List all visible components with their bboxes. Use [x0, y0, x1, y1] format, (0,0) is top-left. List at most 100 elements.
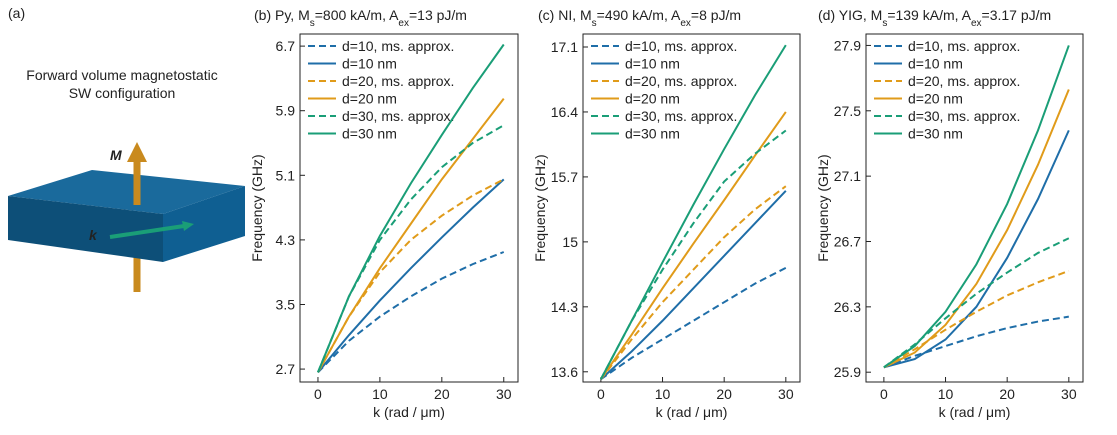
y-tick-label: 16.4 — [551, 104, 578, 120]
series-line — [317, 97, 505, 373]
x-tick-label: 30 — [778, 386, 794, 402]
legend-label: d=30, ms. approx. — [908, 108, 1020, 124]
title-part: =3.17 pJ/m — [982, 7, 1052, 23]
x-tick-label: 0 — [314, 386, 322, 402]
plot-frame — [582, 33, 801, 383]
title-part: =8 pJ/m — [691, 7, 741, 23]
legend-label: d=30, ms. approx. — [625, 108, 737, 124]
m-label: M — [110, 147, 122, 163]
x-tick-label: 0 — [597, 386, 605, 402]
x-tick-label: 10 — [655, 386, 671, 402]
x-axis-label: k (rad / μm) — [656, 404, 728, 420]
series-line — [883, 45, 1070, 369]
series-line — [883, 89, 1070, 369]
x-tick-label: 20 — [434, 386, 450, 402]
title-part: =13 pJ/m — [409, 7, 467, 23]
x-tick-label: 0 — [880, 386, 888, 402]
series-line — [317, 43, 505, 373]
title-part: (b) Py, M — [254, 7, 310, 23]
title-part: =800 kA/m, A — [315, 7, 399, 23]
y-tick-label: 17.1 — [551, 39, 578, 55]
panel-label: (a) — [8, 5, 25, 21]
legend-label: d=20 nm — [342, 91, 397, 107]
y-tick-label: 27.9 — [834, 37, 861, 53]
chart-title: (c) NI, Ms=490 kA/m, Aex=8 pJ/m — [538, 7, 741, 29]
panel-title: Forward volume magnetostatic — [26, 67, 217, 83]
series-line — [600, 190, 787, 380]
slab-top — [8, 170, 245, 214]
x-axis-label: k (rad / μm) — [939, 404, 1011, 420]
series-line — [600, 111, 787, 380]
panel-title: SW configuration — [69, 85, 176, 101]
y-axis-label: Frequency (GHz) — [532, 154, 548, 261]
y-tick-label: 27.5 — [834, 103, 861, 119]
legend-label: d=20, ms. approx. — [342, 73, 454, 89]
y-tick-label: 15.7 — [551, 169, 578, 185]
title-part: ex — [971, 18, 982, 29]
legend-label: d=10 nm — [342, 56, 397, 72]
plot-frame — [299, 33, 519, 383]
m-arrow-head — [127, 142, 147, 162]
legend-label: d=30 nm — [625, 126, 680, 142]
y-tick-label: 4.3 — [276, 232, 296, 248]
slab-front — [8, 196, 163, 262]
x-tick-label: 10 — [938, 386, 954, 402]
x-axis-label: k (rad / μm) — [373, 404, 445, 420]
y-axis-label: Frequency (GHz) — [815, 154, 831, 261]
y-axis-label: Frequency (GHz) — [249, 154, 265, 261]
legend-label: d=20 nm — [908, 91, 963, 107]
y-tick-label: 3.5 — [276, 296, 296, 312]
y-tick-label: 26.7 — [834, 233, 861, 249]
slab-side — [163, 186, 245, 262]
plot-frame — [865, 33, 1084, 383]
legend-label: d=10, ms. approx. — [625, 38, 737, 54]
y-tick-label: 5.1 — [276, 167, 296, 183]
x-tick-label: 30 — [496, 386, 512, 402]
legend-label: d=10, ms. approx. — [342, 38, 454, 54]
y-tick-label: 15 — [562, 234, 578, 250]
series-line — [600, 266, 787, 381]
x-tick-label: 20 — [716, 386, 732, 402]
x-tick-label: 20 — [999, 386, 1015, 402]
series-line — [317, 178, 505, 373]
legend-label: d=30, ms. approx. — [342, 108, 454, 124]
series-line — [317, 124, 505, 373]
title-part: (c) NI, M — [538, 7, 592, 23]
series-line — [317, 178, 505, 373]
series-line — [883, 315, 1069, 369]
title-part: ex — [680, 18, 691, 29]
y-tick-label: 26.3 — [834, 299, 861, 315]
series-line — [599, 44, 787, 380]
chart-title: (d) YIG, Ms=139 kA/m, Aex=3.17 pJ/m — [818, 7, 1051, 29]
legend-label: d=30 nm — [908, 126, 963, 142]
x-tick-label: 10 — [372, 386, 388, 402]
y-tick-label: 25.9 — [834, 364, 861, 380]
y-tick-label: 5.9 — [276, 103, 296, 119]
k-arrow — [109, 224, 185, 239]
legend-label: d=10, ms. approx. — [908, 38, 1020, 54]
panel-a: (a) Forward volume magnetostatic SW conf… — [8, 5, 245, 292]
y-tick-label: 27.1 — [834, 168, 861, 184]
y-tick-label: 6.7 — [276, 38, 296, 54]
series-line — [317, 251, 505, 374]
legend-label: d=10 nm — [908, 56, 963, 72]
y-tick-label: 2.7 — [276, 361, 296, 377]
legend-label: d=20, ms. approx. — [908, 73, 1020, 89]
title-part: =139 kA/m, A — [887, 7, 971, 23]
title-part: s — [310, 18, 315, 29]
title-part: (d) YIG, M — [818, 7, 882, 23]
chart-title: (b) Py, Ms=800 kA/m, Aex=13 pJ/m — [254, 7, 467, 29]
series-line — [600, 185, 787, 380]
y-tick-label: 13.6 — [551, 364, 578, 380]
x-tick-label: 30 — [1061, 386, 1077, 402]
title-part: =490 kA/m, A — [597, 7, 681, 23]
k-label: k — [89, 227, 98, 243]
legend-label: d=30 nm — [342, 126, 397, 142]
title-part: ex — [398, 18, 409, 29]
series-line — [883, 129, 1070, 369]
series-line — [883, 269, 1070, 369]
y-tick-label: 14.3 — [551, 299, 578, 315]
title-part: s — [592, 18, 597, 29]
series-line — [883, 237, 1070, 369]
